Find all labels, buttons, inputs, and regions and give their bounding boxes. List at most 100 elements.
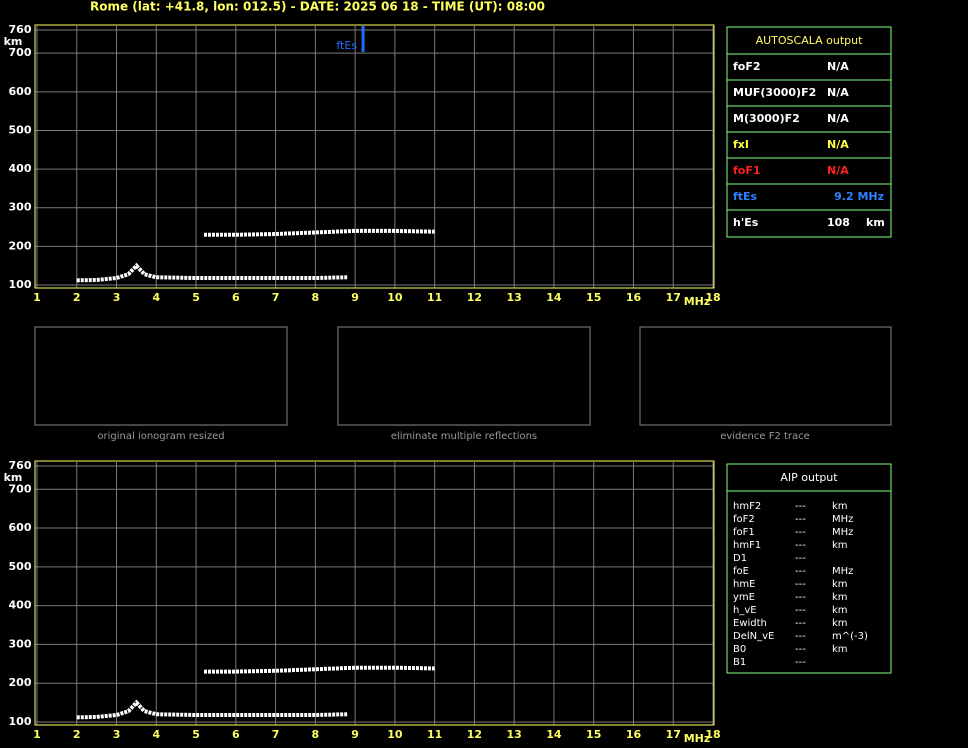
x-axis-label: MHz: [684, 732, 711, 745]
thumbnail-caption: eliminate multiple reflections: [391, 431, 537, 442]
x-tick-label: 2: [73, 728, 81, 741]
thumbnail-caption: evidence F2 trace: [720, 431, 810, 442]
aip-cell: DelN_vE: [733, 631, 774, 642]
aip-cell: m^(-3): [832, 631, 868, 642]
x-tick-label: 17: [666, 291, 681, 304]
aip-cell: ---: [795, 540, 806, 551]
aip-cell: ---: [795, 592, 806, 603]
x-tick-label: 6: [232, 728, 240, 741]
aip-cell: hmF2: [733, 501, 761, 512]
x-tick-label: 5: [192, 728, 200, 741]
x-tick-label: 8: [312, 291, 320, 304]
aip-title: AIP output: [780, 471, 838, 484]
aip-cell: ---: [795, 657, 806, 668]
autoscala-label: h'Es: [733, 216, 759, 229]
ftes-label: ftEs: [336, 39, 357, 52]
autoscala-label: MUF(3000)F2: [733, 86, 816, 99]
y-tick-label: 400: [9, 599, 32, 612]
aip-cell: B1: [733, 657, 746, 668]
x-tick-label: 13: [507, 728, 522, 741]
autoscala-unit: km: [866, 216, 885, 229]
autoscala-label: ftEs: [733, 190, 758, 203]
aip-cell: ---: [795, 514, 806, 525]
x-tick-label: 3: [113, 728, 121, 741]
autoscala-label: foF1: [733, 164, 761, 177]
aip-cell: ---: [795, 566, 806, 577]
x-tick-label: 11: [427, 728, 442, 741]
aip-cell: ---: [795, 553, 806, 564]
aip-cell: foE: [733, 566, 749, 577]
thumbnail-frame: [337, 326, 591, 426]
thumbnail-frame: [34, 326, 288, 426]
x-tick-label: 10: [387, 728, 403, 741]
y-tick-label: 200: [9, 676, 32, 689]
x-tick-label: 18: [705, 291, 720, 304]
aip-cell: km: [832, 618, 848, 629]
echo-trace: [204, 228, 435, 237]
y-tick-label: 700: [9, 482, 32, 495]
aip-cell: ---: [795, 605, 806, 616]
aip-cell: h_vE: [733, 605, 757, 616]
aip-cell: ---: [795, 644, 806, 655]
autoscala-value: 9.2 MHz: [834, 190, 884, 203]
aip-cell: km: [832, 644, 848, 655]
echo-trace: [76, 262, 348, 283]
aip-frame: [726, 463, 892, 674]
autoscala-value: N/A: [827, 86, 849, 99]
x-tick-label: 1: [33, 728, 41, 741]
aip-cell: km: [832, 501, 848, 512]
x-tick-label: 17: [666, 728, 681, 741]
y-tick-label: 200: [9, 239, 32, 252]
aip-cell: km: [832, 592, 848, 603]
x-tick-label: 16: [626, 728, 642, 741]
x-tick-label: 1: [33, 291, 41, 304]
aip-cell: km: [832, 540, 848, 551]
x-tick-label: 8: [312, 728, 320, 741]
aip-cell: D1: [733, 553, 747, 564]
y-tick-label: 700: [9, 46, 32, 59]
aip-cell: km: [832, 605, 848, 616]
x-tick-label: 14: [546, 291, 562, 304]
aip-cell: MHz: [832, 566, 853, 577]
y-tick-label: 600: [9, 521, 32, 534]
aip-cell: B0: [733, 644, 746, 655]
y-tick-label: 600: [9, 85, 32, 98]
y-axis-label: km: [4, 471, 23, 484]
x-tick-label: 6: [232, 291, 240, 304]
x-tick-label: 18: [705, 728, 720, 741]
x-tick-label: 10: [387, 291, 403, 304]
aip-cell: MHz: [832, 514, 853, 525]
plot-frame: [34, 24, 715, 289]
autoscala-label: foF2: [733, 60, 761, 73]
x-tick-label: 7: [272, 291, 280, 304]
autoscala-title: AUTOSCALA output: [756, 34, 864, 47]
y-tick-label: 400: [9, 162, 32, 175]
echo-trace: [204, 665, 435, 674]
x-tick-label: 11: [427, 291, 442, 304]
x-tick-label: 14: [546, 728, 562, 741]
aip-cell: ---: [795, 501, 806, 512]
echo-trace: [76, 699, 348, 720]
autoscala-label: M(3000)F2: [733, 112, 800, 125]
autoscala-value: N/A: [827, 138, 849, 151]
x-tick-label: 12: [467, 291, 482, 304]
aip-cell: foF2: [733, 514, 755, 525]
aip-cell: hmF1: [733, 540, 761, 551]
aip-cell: km: [832, 579, 848, 590]
autoscala-value: N/A: [827, 112, 849, 125]
y-tick-label: 500: [9, 560, 32, 573]
x-tick-label: 13: [507, 291, 522, 304]
y-tick-label: 100: [9, 278, 32, 291]
x-tick-label: 16: [626, 291, 642, 304]
y-tick-label: 300: [9, 201, 32, 214]
aip-cell: foF1: [733, 527, 755, 538]
x-tick-label: 15: [586, 728, 601, 741]
y-axis-label: km: [4, 35, 23, 48]
y-tick-label: 760: [9, 459, 32, 472]
aip-cell: ---: [795, 631, 806, 642]
aip-cell: ---: [795, 579, 806, 590]
y-tick-label: 300: [9, 637, 32, 650]
autoscala-value: N/A: [827, 60, 849, 73]
